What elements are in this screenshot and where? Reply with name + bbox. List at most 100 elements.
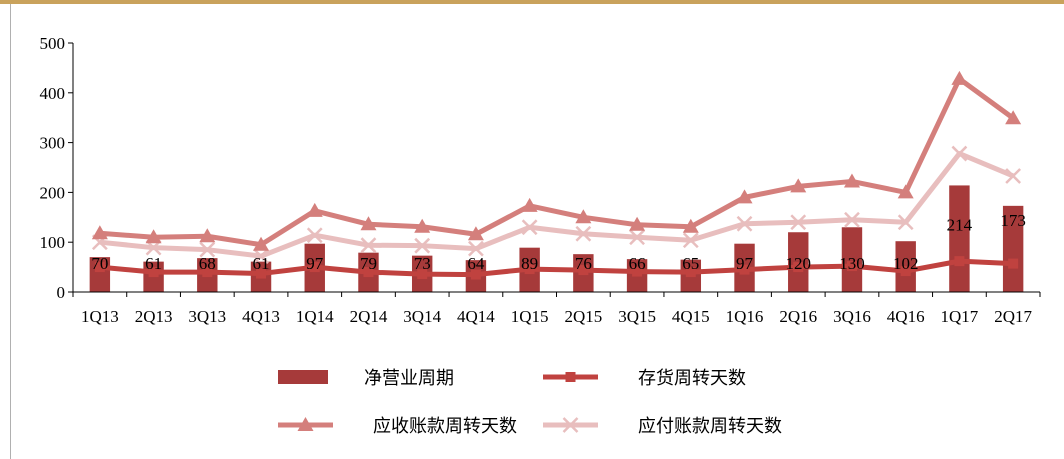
left-border <box>10 4 11 459</box>
legend-label: 应收账款周转天数 <box>373 416 517 437</box>
point-square-4Q14 <box>470 269 481 280</box>
bar-1Q17 <box>949 185 970 292</box>
bar-data-label: 66 <box>629 254 646 273</box>
legend-label: 存货周转天数 <box>638 368 746 389</box>
point-x-1Q16 <box>736 215 753 232</box>
point-x-2Q16 <box>790 214 807 231</box>
point-x-3Q13 <box>199 241 216 258</box>
point-x-3Q15 <box>629 229 645 246</box>
point-triangle-2Q14 <box>360 216 377 231</box>
point-triangle-4Q14 <box>467 226 484 241</box>
legend-item: 应收账款周转天数 <box>278 416 517 437</box>
x-tick-label: 2Q17 <box>994 307 1032 326</box>
x-tick-label: 1Q14 <box>296 307 334 326</box>
point-triangle-1Q13 <box>91 225 108 240</box>
point-triangle-3Q13 <box>199 228 216 243</box>
point-x-3Q14 <box>414 237 431 254</box>
point-triangle-4Q15 <box>682 218 699 233</box>
point-square-3Q14 <box>417 269 428 280</box>
point-x-4Q16 <box>897 214 914 231</box>
point-x-2Q15 <box>575 225 592 242</box>
x-tick-label: 4Q14 <box>457 307 495 326</box>
bar-data-label: 76 <box>575 254 592 273</box>
point-x-1Q15 <box>521 219 538 236</box>
point-square-2Q17 <box>1008 258 1019 269</box>
point-x-2Q14 <box>360 237 377 254</box>
x-tick-label: 1Q17 <box>941 307 979 326</box>
point-x-2Q17 <box>1005 168 1022 184</box>
point-triangle-4Q16 <box>897 184 914 199</box>
bar-data-label: 61 <box>253 254 270 273</box>
point-x-3Q16 <box>844 211 860 228</box>
y-tick-label: 400 <box>40 84 66 103</box>
bar-data-label: 120 <box>786 254 812 273</box>
point-x-1Q14 <box>306 227 323 244</box>
x-tick-label: 3Q16 <box>833 307 871 326</box>
point-square-4Q13 <box>256 268 267 279</box>
bar-data-label: 68 <box>199 254 216 273</box>
x-tick-label: 2Q15 <box>564 307 602 326</box>
point-square-2Q14 <box>363 267 374 278</box>
point-triangle-2Q17 <box>1005 110 1022 125</box>
bar-2Q17 <box>1002 205 1024 292</box>
y-tick-label: 0 <box>57 283 66 302</box>
line-square <box>99 258 1014 278</box>
point-triangle-1Q15 <box>521 197 538 212</box>
bar-data-label: 173 <box>1000 211 1026 230</box>
point-x-1Q17 <box>951 145 968 162</box>
bar-data-label: 97 <box>306 254 324 273</box>
bar-data-label: 89 <box>521 254 538 273</box>
bar-data-label: 70 <box>91 254 108 273</box>
x-tick-label: 4Q13 <box>242 307 280 326</box>
x-tick-label: 1Q15 <box>511 307 549 326</box>
point-square-4Q15 <box>685 267 696 278</box>
legend-label: 应付账款周转天数 <box>638 416 782 437</box>
point-triangle-3Q14 <box>414 218 431 233</box>
bar-data-label: 79 <box>360 254 377 273</box>
point-triangle-3Q15 <box>629 216 646 231</box>
point-square-3Q13 <box>202 267 213 278</box>
bar-data-label: 102 <box>893 254 919 273</box>
point-square-1Q17 <box>954 256 965 267</box>
line-series <box>91 70 1022 280</box>
x-tick-label: 1Q13 <box>81 307 119 326</box>
point-triangle-2Q15 <box>575 209 592 224</box>
legend-marker-triangle <box>297 417 314 431</box>
point-square-2Q16 <box>793 262 804 273</box>
bar-data-label: 130 <box>839 254 865 273</box>
bar-data-label: 73 <box>414 254 431 273</box>
point-square-1Q16 <box>739 264 750 275</box>
data-labels: 70 61 68 61 97 79 73 64 89 76 66 65 97 120 130 102 214 17… <box>91 211 1026 273</box>
top-border <box>0 0 1064 4</box>
x-tick-label: 4Q15 <box>672 307 710 326</box>
bar-data-label: 97 <box>736 254 754 273</box>
point-triangle-1Q17 <box>951 70 968 85</box>
y-tick-label: 500 <box>40 34 66 53</box>
legend-item: 存货周转天数 <box>543 368 746 389</box>
legend-item: 应付账款周转天数 <box>543 416 782 437</box>
legend-marker-x <box>562 417 579 433</box>
bar-3Q16 <box>841 227 863 292</box>
point-x-4Q15 <box>682 232 699 249</box>
bar-data-label: 61 <box>145 254 162 273</box>
legend-marker-square <box>565 372 576 382</box>
point-square-1Q13 <box>94 262 105 273</box>
x-tick-label: 1Q16 <box>726 307 764 326</box>
bar-data-label: 65 <box>682 254 699 273</box>
point-x-4Q13 <box>253 248 269 265</box>
point-triangle-4Q13 <box>253 236 270 251</box>
point-square-3Q15 <box>632 266 643 277</box>
point-square-1Q14 <box>309 262 320 273</box>
line-x <box>99 151 1015 259</box>
point-square-2Q15 <box>578 265 589 276</box>
x-tick-label: 2Q13 <box>135 307 173 326</box>
point-square-4Q16 <box>900 266 911 277</box>
y-tick-label: 300 <box>40 134 66 153</box>
y-tick-label: 200 <box>40 183 66 202</box>
x-tick-label: 2Q14 <box>350 307 388 326</box>
x-tick-label: 3Q14 <box>403 307 441 326</box>
legend-item: 净营业周期 <box>278 368 454 389</box>
